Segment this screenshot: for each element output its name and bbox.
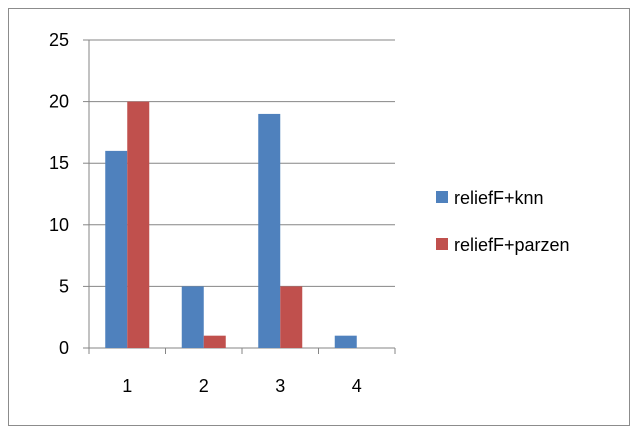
bar-reliefF-parzen-3 <box>280 286 303 348</box>
bars <box>105 101 357 348</box>
bar-reliefF-knn-1 <box>105 150 128 348</box>
legend-label-reliefF-parzen: reliefF+parzen <box>454 235 570 255</box>
legend-swatch-reliefF-parzen <box>436 238 448 250</box>
bar-reliefF-parzen-2 <box>203 335 226 348</box>
y-tick-label: 0 <box>59 338 69 358</box>
x-tick-label: 2 <box>199 376 209 396</box>
y-tick-label: 20 <box>49 92 69 112</box>
legend: reliefF+knn reliefF+parzen <box>436 188 570 255</box>
bar-reliefF-knn-4 <box>334 335 357 348</box>
x-tick-label: 3 <box>275 376 285 396</box>
y-tick-label: 15 <box>49 153 69 173</box>
legend-label-reliefF-knn: reliefF+knn <box>454 188 544 208</box>
y-tick-label: 25 <box>49 30 69 50</box>
x-tick-label: 4 <box>352 376 362 396</box>
x-tick-labels: 1 2 3 4 <box>122 376 362 396</box>
bar-reliefF-knn-2 <box>181 286 204 348</box>
y-tick-label: 10 <box>49 215 69 235</box>
legend-swatch-reliefF-knn <box>436 191 448 203</box>
y-tick-labels: 0 5 10 15 20 25 <box>49 30 69 358</box>
bar-reliefF-knn-3 <box>258 113 281 348</box>
bar-reliefF-parzen-1 <box>127 101 150 348</box>
x-tick-label: 1 <box>122 376 132 396</box>
y-tick-label: 5 <box>59 276 69 296</box>
